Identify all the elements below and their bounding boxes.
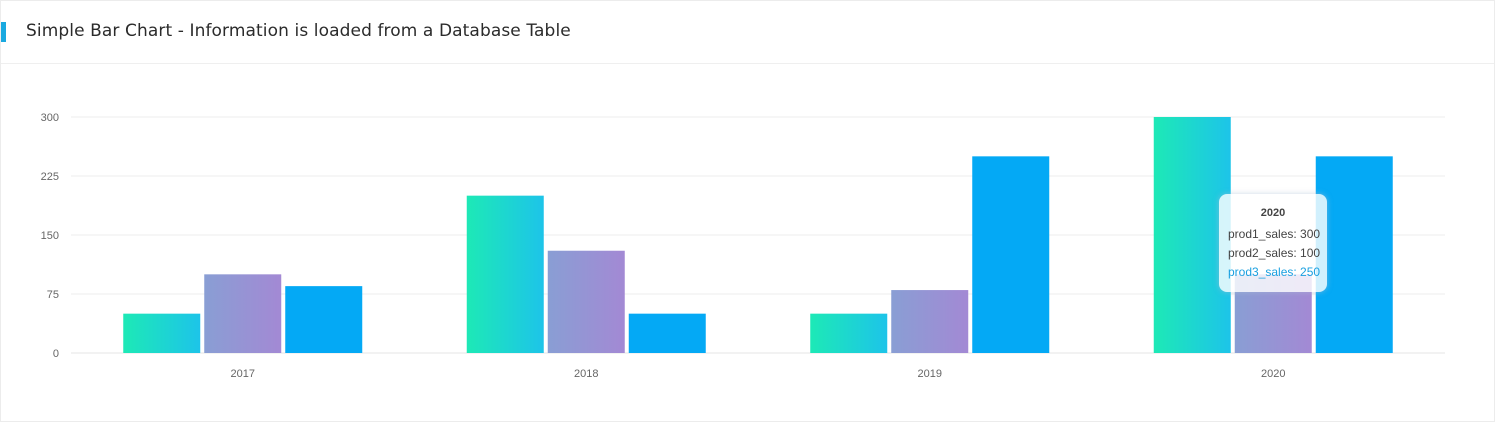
- bar-prod2_sales-2017[interactable]: [204, 274, 282, 353]
- bar-prod2_sales-2018[interactable]: [547, 250, 625, 353]
- y-axis: 0 75 150 225 300: [41, 112, 59, 360]
- card-title: Simple Bar Chart - Information is loaded…: [26, 21, 571, 41]
- y-tick-label: 225: [41, 171, 59, 183]
- bar-prod1_sales-2020[interactable]: [1153, 117, 1231, 353]
- bar-prod1_sales-2019[interactable]: [810, 313, 888, 353]
- y-tick-label: 0: [53, 348, 59, 360]
- bar-prod3_sales-2017[interactable]: [285, 286, 363, 353]
- x-tick-label: 2020: [1261, 368, 1285, 380]
- y-tick-label: 75: [47, 289, 59, 301]
- bar-prod3_sales-2019[interactable]: [972, 156, 1050, 353]
- bar-prod1_sales-2017[interactable]: [123, 313, 201, 353]
- chart-tooltip: 2020 prod1_sales: 300 prod2_sales: 100 p…: [1219, 194, 1327, 292]
- tooltip-row-prod2: prod2_sales: 100: [1228, 246, 1321, 260]
- x-tick-label: 2017: [231, 368, 255, 380]
- tooltip-title: 2020: [1260, 207, 1286, 219]
- bars[interactable]: [123, 117, 1393, 353]
- tooltip-row-prod3: prod3_sales: 250: [1228, 265, 1321, 279]
- bar-prod3_sales-2018[interactable]: [628, 313, 706, 353]
- x-tick-label: 2019: [918, 368, 942, 380]
- y-tick-label: 300: [41, 112, 59, 124]
- tooltip-row-prod1: prod1_sales: 300: [1228, 227, 1321, 241]
- header-accent-bar: [1, 22, 6, 42]
- x-axis: 2017 2018 2019 2020: [231, 368, 1286, 380]
- bar-prod2_sales-2019[interactable]: [891, 290, 969, 353]
- x-tick-label: 2018: [574, 368, 598, 380]
- y-tick-label: 150: [41, 230, 59, 242]
- card-header: Simple Bar Chart - Information is loaded…: [1, 1, 1494, 64]
- bar-prod3_sales-2020[interactable]: [1315, 156, 1393, 353]
- bar-prod1_sales-2018[interactable]: [466, 195, 544, 353]
- bar-chart[interactable]: 0 75 150 225 300 2017 2018 2019 2020: [0, 63, 1495, 403]
